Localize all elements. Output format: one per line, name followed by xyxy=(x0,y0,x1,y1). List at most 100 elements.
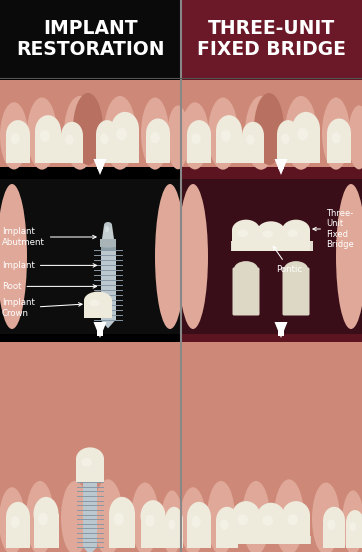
Ellipse shape xyxy=(327,519,336,530)
Polygon shape xyxy=(292,129,320,163)
Ellipse shape xyxy=(297,128,308,141)
Ellipse shape xyxy=(237,514,248,525)
Polygon shape xyxy=(327,133,351,163)
Ellipse shape xyxy=(191,516,201,528)
Ellipse shape xyxy=(221,130,231,142)
Polygon shape xyxy=(346,523,362,548)
Ellipse shape xyxy=(187,120,211,148)
Ellipse shape xyxy=(73,93,103,165)
Bar xyxy=(181,342,362,552)
Ellipse shape xyxy=(10,516,20,528)
Text: Root: Root xyxy=(2,282,97,291)
Bar xyxy=(0,80,181,167)
Ellipse shape xyxy=(322,98,350,169)
Ellipse shape xyxy=(284,261,308,277)
Polygon shape xyxy=(232,516,260,544)
Ellipse shape xyxy=(282,501,310,530)
Ellipse shape xyxy=(245,96,277,169)
Ellipse shape xyxy=(237,229,248,237)
Polygon shape xyxy=(101,320,115,328)
Ellipse shape xyxy=(140,500,165,532)
Polygon shape xyxy=(274,322,287,338)
Ellipse shape xyxy=(207,481,235,552)
Ellipse shape xyxy=(216,115,242,147)
Polygon shape xyxy=(35,131,61,163)
Bar xyxy=(83,482,97,547)
Bar xyxy=(233,536,311,544)
Ellipse shape xyxy=(104,222,112,228)
Ellipse shape xyxy=(346,510,362,535)
Ellipse shape xyxy=(242,481,270,552)
Bar xyxy=(100,239,116,247)
Polygon shape xyxy=(111,129,139,163)
Ellipse shape xyxy=(27,98,57,169)
Ellipse shape xyxy=(262,516,273,526)
Ellipse shape xyxy=(35,115,61,147)
FancyBboxPatch shape xyxy=(282,268,310,316)
Ellipse shape xyxy=(232,501,260,530)
Bar xyxy=(181,80,362,167)
Polygon shape xyxy=(84,300,112,318)
Polygon shape xyxy=(146,133,170,163)
Ellipse shape xyxy=(257,221,285,241)
Ellipse shape xyxy=(141,98,169,169)
Ellipse shape xyxy=(287,514,298,525)
Text: THREE-UNIT
FIXED BRIDGE: THREE-UNIT FIXED BRIDGE xyxy=(197,19,346,59)
Ellipse shape xyxy=(342,490,362,552)
Text: Implant
Abutment: Implant Abutment xyxy=(2,227,96,247)
Ellipse shape xyxy=(83,476,97,480)
Ellipse shape xyxy=(232,220,260,241)
Ellipse shape xyxy=(167,105,189,169)
Polygon shape xyxy=(102,225,114,239)
Ellipse shape xyxy=(178,184,208,329)
Text: IMPLANT
RESTORATION: IMPLANT RESTORATION xyxy=(16,19,165,59)
Ellipse shape xyxy=(151,132,160,144)
Polygon shape xyxy=(282,516,310,544)
Ellipse shape xyxy=(216,507,238,534)
Polygon shape xyxy=(6,134,30,163)
Ellipse shape xyxy=(187,502,211,533)
Ellipse shape xyxy=(40,130,50,142)
Ellipse shape xyxy=(6,502,30,533)
Bar xyxy=(0,179,181,334)
Ellipse shape xyxy=(254,93,284,165)
Bar xyxy=(181,0,362,78)
Ellipse shape xyxy=(38,513,48,526)
Ellipse shape xyxy=(61,481,89,552)
Ellipse shape xyxy=(281,133,290,144)
Ellipse shape xyxy=(262,230,273,238)
Ellipse shape xyxy=(89,300,100,306)
Ellipse shape xyxy=(26,481,54,552)
Polygon shape xyxy=(109,514,135,548)
Ellipse shape xyxy=(165,507,183,534)
Polygon shape xyxy=(93,322,106,338)
Polygon shape xyxy=(274,159,287,175)
Polygon shape xyxy=(323,521,345,548)
Ellipse shape xyxy=(61,122,83,149)
Ellipse shape xyxy=(109,497,135,531)
Bar xyxy=(181,179,362,334)
Ellipse shape xyxy=(76,447,104,470)
Ellipse shape xyxy=(0,487,25,552)
Ellipse shape xyxy=(323,507,345,534)
Bar xyxy=(101,246,115,250)
Polygon shape xyxy=(165,521,183,548)
Ellipse shape xyxy=(161,490,183,552)
Polygon shape xyxy=(96,134,118,163)
Ellipse shape xyxy=(0,184,27,329)
Polygon shape xyxy=(216,521,238,548)
Ellipse shape xyxy=(282,220,310,241)
Ellipse shape xyxy=(81,458,92,467)
Bar xyxy=(83,478,97,482)
Ellipse shape xyxy=(146,119,170,148)
Ellipse shape xyxy=(64,96,96,169)
Ellipse shape xyxy=(0,102,28,169)
Ellipse shape xyxy=(105,226,109,232)
Ellipse shape xyxy=(191,133,201,144)
Ellipse shape xyxy=(234,261,258,277)
Ellipse shape xyxy=(349,522,356,532)
Polygon shape xyxy=(232,230,260,251)
Polygon shape xyxy=(257,517,285,544)
Ellipse shape xyxy=(93,479,123,552)
Polygon shape xyxy=(76,459,104,482)
